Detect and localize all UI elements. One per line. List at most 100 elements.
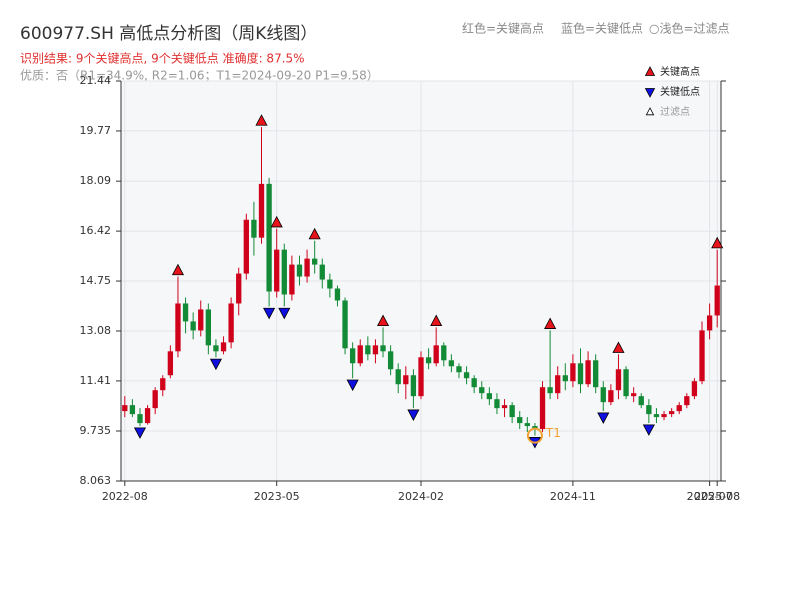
candle-body [539,387,546,430]
key-high-marker [255,114,268,126]
key-high-marker [612,341,625,353]
candle-body [714,285,720,316]
candle-body [372,345,379,355]
legend-label: 关键低点 [660,85,700,98]
legend-label: 关键高点 [660,65,700,78]
x-tick-label: 2024-11 [550,490,596,503]
candle-body [167,351,174,376]
candle-body [486,393,493,400]
candle-body [631,393,637,397]
candle-body [441,345,447,361]
candle-body [562,375,568,382]
filtered-marker [526,427,543,444]
candle-body [395,369,401,385]
candle-body [691,381,698,397]
candle-body [600,387,606,403]
candle-body [524,423,530,427]
key-low-marker [133,427,147,439]
candle-body [258,183,265,238]
candle-body [198,309,204,331]
candle-body [532,426,538,430]
candle-body [312,258,318,265]
candle-body [251,219,257,238]
top-legend: 红色=关键高点 [462,21,544,36]
y-tick-label: 11.41 [80,374,112,387]
candle-body [144,408,151,424]
candle-body [122,405,128,412]
y-tick-label: 9.735 [80,424,112,437]
y-tick-label: 14.75 [80,274,112,287]
key-high-marker [376,314,390,326]
key-low-marker [346,379,359,392]
key-high-marker [308,227,321,240]
candle-body [281,249,287,295]
candle-body [479,387,485,394]
key-high-marker [711,236,724,249]
legend-label: 过滤点 [660,105,690,118]
candle-body [342,300,348,349]
candle-body [684,396,690,406]
candle-body [456,366,462,373]
candle-body [676,405,682,412]
candle-body [403,375,409,385]
y-tick-label: 19.77 [80,124,112,137]
x-tick-label: 2025-07 [687,490,733,503]
y-tick-label: 16.42 [80,224,112,237]
top-legend: ○浅色=过滤点 [649,22,730,36]
candle-body [501,405,508,409]
subtitle: 识别结果: 9个关键高点, 9个关键低点 准确度: 87.5% [20,51,305,66]
candle-body [220,342,227,352]
y-tick-label: 18.09 [80,174,112,187]
key-low-marker [278,307,291,320]
candle-body [661,414,667,418]
x-tick-label: 2024-02 [398,490,444,503]
candle-body [357,345,363,364]
candle-body [668,411,675,415]
candle-body [433,345,439,364]
y-tick-label: 21.44 [80,74,112,87]
candle-body [266,183,272,292]
candle-body [304,258,310,277]
candle-body [236,273,242,304]
candle-body [213,345,219,352]
key-high-marker [544,317,557,329]
candle-body [615,369,622,391]
candle-body [182,303,189,322]
candle-body [494,399,500,409]
candle-body [334,288,341,301]
candle-body [387,351,394,370]
candle-body [448,360,455,367]
candle-body [190,321,196,331]
candle-body [517,417,523,424]
key-low-marker [407,409,420,421]
candle-body [547,387,553,394]
legend-marker [645,107,655,116]
candle-body [327,279,333,289]
candle-body [608,390,614,403]
y-tick-label: 8.063 [80,474,112,487]
candle-body [623,369,629,397]
candle-body [410,375,417,397]
candle-body [570,363,576,382]
candle-body [365,345,371,355]
candle-body [129,405,136,415]
key-low-marker [263,307,276,320]
candle-body [706,315,713,331]
note: 优质：否（R1=34.9%, R2=1.06；T1=2024-09-20 P1=… [20,69,379,83]
candle-body [289,264,295,295]
key-low-marker [597,412,610,424]
candle-body [646,405,652,415]
candle-body [638,396,644,406]
candle-body [160,378,166,391]
candle-body [205,309,211,346]
key-low-marker [209,358,223,371]
candle-body [380,345,386,352]
candle-body [274,249,280,292]
candle-body [699,330,705,382]
candle-body [418,357,424,397]
x-tick-label: 2025-08 [694,490,740,503]
candle-body [349,348,356,364]
candle-body [653,414,660,418]
